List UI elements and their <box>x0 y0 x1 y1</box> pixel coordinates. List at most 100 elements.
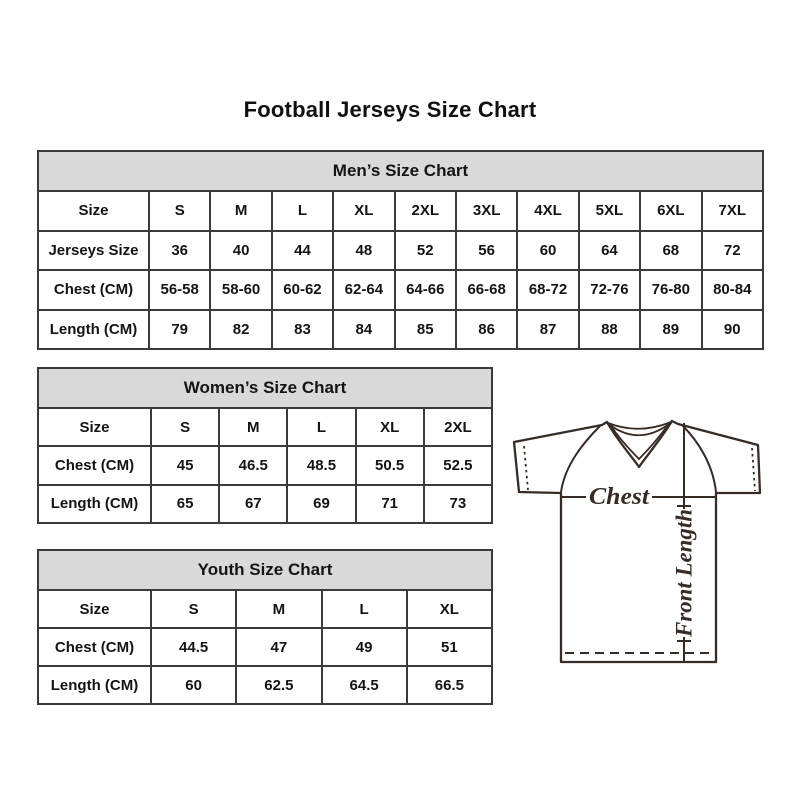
value-cell: 64.5 <box>320 665 408 705</box>
value-cell: 68-72 <box>516 269 580 311</box>
value-cell: 69 <box>286 483 357 525</box>
value-cell: 2XL <box>422 406 494 448</box>
value-cell: 76-80 <box>639 269 703 311</box>
value-cell: 62-64 <box>332 269 396 311</box>
value-cell: 82 <box>209 308 273 350</box>
right-sleeve-stitch-line <box>751 447 756 492</box>
value-cell: 49 <box>320 627 408 667</box>
value-cell: 66-68 <box>454 269 519 311</box>
value-cell: 52.5 <box>422 445 494 486</box>
table-header-row: Men’s Size Chart <box>37 150 764 192</box>
value-cell: 58-60 <box>209 269 273 311</box>
value-cell: XL <box>332 190 396 232</box>
value-cell: 36 <box>147 229 212 271</box>
value-cell: 80-84 <box>700 269 765 311</box>
value-cell: 45 <box>149 445 221 486</box>
value-cell: L <box>286 406 357 448</box>
row-header-cell: Chest (CM) <box>37 627 152 667</box>
youth-table-title: Youth Size Chart <box>37 549 493 591</box>
value-cell: 71 <box>354 483 425 525</box>
value-cell: 47 <box>235 627 323 667</box>
table-row: Size S M L XL <box>37 589 494 629</box>
left-armhole-seam <box>560 425 601 493</box>
value-cell: 84 <box>332 308 396 350</box>
mens-table-title: Men’s Size Chart <box>37 150 764 192</box>
row-header-cell: Size <box>37 589 152 629</box>
row-header-cell: Length (CM) <box>37 308 150 350</box>
collar-inner-v <box>610 424 669 461</box>
value-cell: 60 <box>516 229 580 271</box>
value-cell: 7XL <box>700 190 765 232</box>
value-cell: 4XL <box>516 190 580 232</box>
table-header-row: Youth Size Chart <box>37 549 493 591</box>
row-header-cell: Size <box>37 190 150 232</box>
value-cell: 72 <box>700 229 765 271</box>
front-length-end-ticks <box>677 505 691 642</box>
value-cell: 86 <box>454 308 519 350</box>
table-row: Chest (CM) 45 46.5 48.5 50.5 52.5 <box>37 445 494 486</box>
value-cell: 48.5 <box>286 445 357 486</box>
value-cell: 2XL <box>393 190 457 232</box>
value-cell: XL <box>405 589 494 629</box>
row-header-cell: Chest (CM) <box>37 445 152 486</box>
collar-back-arc <box>607 421 672 430</box>
value-cell: 72-76 <box>577 269 642 311</box>
right-armhole-seam <box>681 424 717 493</box>
jersey-diagram: Chest Front Length <box>505 410 775 675</box>
front-length-label: Front Length <box>672 509 697 638</box>
page-title: Football Jerseys Size Chart <box>243 97 537 122</box>
value-cell: 60-62 <box>270 269 335 311</box>
value-cell: XL <box>354 406 425 448</box>
value-cell: 79 <box>147 308 212 350</box>
value-cell: 46.5 <box>218 445 289 486</box>
value-cell: 85 <box>393 308 457 350</box>
value-cell: 64-66 <box>393 269 457 311</box>
value-cell: 48 <box>332 229 396 271</box>
value-cell: 65 <box>149 483 221 525</box>
value-cell: 51 <box>405 627 494 667</box>
value-cell: S <box>147 190 212 232</box>
value-cell: 44 <box>270 229 335 271</box>
value-cell: 56 <box>454 229 519 271</box>
value-cell: 56-58 <box>147 269 212 311</box>
value-cell: L <box>270 190 335 232</box>
table-row: Length (CM) 65 67 69 71 73 <box>37 483 494 525</box>
table-row: Size S M L XL 2XL <box>37 406 494 448</box>
value-cell: 5XL <box>577 190 642 232</box>
left-sleeve-stitch-line <box>523 445 529 491</box>
jersey-outline <box>512 419 762 664</box>
jersey-illustration: Chest Front Length <box>512 419 762 664</box>
value-cell: S <box>149 406 221 448</box>
row-header-cell: Jerseys Size <box>37 229 150 271</box>
value-cell: L <box>320 589 408 629</box>
table-row: Chest (CM) 44.5 47 49 51 <box>37 627 494 667</box>
row-header-cell: Length (CM) <box>37 665 152 705</box>
youth-size-table: Youth Size Chart Size S M L XL Chest (CM) 44.5… <box>37 549 494 705</box>
value-cell: 64 <box>577 229 642 271</box>
value-cell: 87 <box>516 308 580 350</box>
value-cell: M <box>235 589 323 629</box>
value-cell: 50.5 <box>354 445 425 486</box>
row-header-cell: Length (CM) <box>37 483 152 525</box>
womens-table-title: Women’s Size Chart <box>37 367 493 409</box>
value-cell: 52 <box>393 229 457 271</box>
value-cell: 60 <box>149 665 238 705</box>
value-cell: 6XL <box>639 190 703 232</box>
value-cell: M <box>218 406 289 448</box>
table-row: Size S M L XL 2XL 3XL 4XL 5XL 6XL 7XL <box>37 190 765 232</box>
front-length-label-backdrop <box>671 509 697 637</box>
table-header-row: Women’s Size Chart <box>37 367 493 409</box>
row-header-cell: Size <box>37 406 152 448</box>
value-cell: 68 <box>639 229 703 271</box>
womens-size-table: Women’s Size Chart Size S M L XL 2XL Chest (CM… <box>37 367 494 525</box>
value-cell: S <box>149 589 238 629</box>
table-row: Jerseys Size 36 40 44 48 52 56 60 64 68 72 <box>37 229 765 271</box>
value-cell: 3XL <box>454 190 519 232</box>
value-cell: 67 <box>218 483 289 525</box>
value-cell: 40 <box>209 229 273 271</box>
value-cell: 89 <box>639 308 703 350</box>
value-cell: 83 <box>270 308 335 350</box>
value-cell: 90 <box>700 308 765 350</box>
value-cell: M <box>209 190 273 232</box>
